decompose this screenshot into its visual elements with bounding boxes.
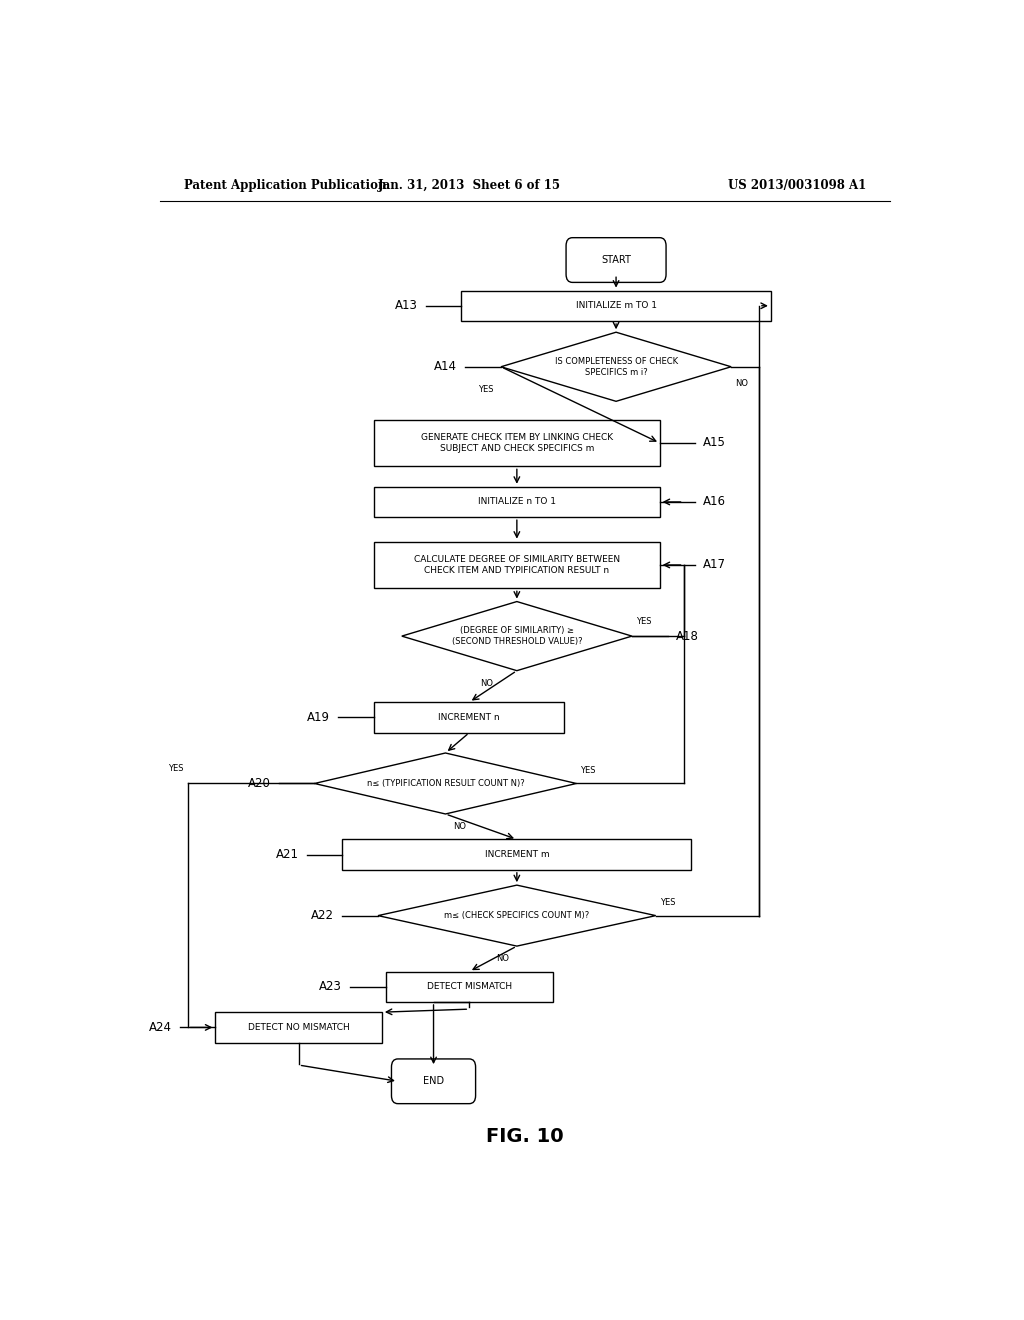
Polygon shape	[314, 752, 577, 814]
FancyBboxPatch shape	[391, 1059, 475, 1104]
Text: CALCULATE DEGREE OF SIMILARITY BETWEEN
CHECK ITEM AND TYPIFICATION RESULT n: CALCULATE DEGREE OF SIMILARITY BETWEEN C…	[414, 554, 620, 576]
Text: START: START	[601, 255, 631, 265]
Text: NO: NO	[480, 678, 494, 688]
Text: A13: A13	[395, 300, 418, 313]
Text: A15: A15	[703, 437, 726, 450]
Text: A20: A20	[248, 777, 270, 789]
Text: A19: A19	[307, 711, 331, 723]
Text: YES: YES	[581, 767, 596, 775]
Bar	[386, 972, 553, 1002]
Polygon shape	[378, 886, 655, 946]
Polygon shape	[501, 333, 731, 401]
Text: Patent Application Publication: Patent Application Publication	[183, 180, 386, 193]
Text: IS COMPLETENESS OF CHECK
SPECIFICS m i?: IS COMPLETENESS OF CHECK SPECIFICS m i?	[555, 356, 678, 376]
Text: DETECT MISMATCH: DETECT MISMATCH	[427, 982, 512, 991]
Text: A23: A23	[319, 981, 342, 993]
Text: NO: NO	[735, 379, 749, 388]
Text: END: END	[423, 1076, 444, 1086]
Bar	[374, 487, 659, 517]
Text: INITIALIZE n TO 1: INITIALIZE n TO 1	[478, 498, 556, 507]
Text: A17: A17	[703, 558, 726, 572]
Text: FIG. 10: FIG. 10	[486, 1127, 563, 1146]
Text: INITIALIZE m TO 1: INITIALIZE m TO 1	[575, 301, 656, 310]
Bar	[374, 420, 659, 466]
Text: YES: YES	[477, 385, 494, 395]
Text: INCREMENT m: INCREMENT m	[484, 850, 549, 859]
Text: YES: YES	[636, 616, 651, 626]
Text: A16: A16	[703, 495, 726, 508]
Text: US 2013/0031098 A1: US 2013/0031098 A1	[728, 180, 866, 193]
Text: n≤ (TYPIFICATION RESULT COUNT N)?: n≤ (TYPIFICATION RESULT COUNT N)?	[367, 779, 524, 788]
Text: INCREMENT n: INCREMENT n	[438, 713, 500, 722]
Text: YES: YES	[168, 764, 183, 774]
Text: A24: A24	[148, 1020, 172, 1034]
Text: Jan. 31, 2013  Sheet 6 of 15: Jan. 31, 2013 Sheet 6 of 15	[378, 180, 561, 193]
Text: YES: YES	[659, 899, 675, 907]
Bar	[374, 702, 564, 733]
Text: NO: NO	[454, 822, 466, 832]
Polygon shape	[401, 602, 632, 671]
Text: m≤ (CHECK SPECIFICS COUNT M)?: m≤ (CHECK SPECIFICS COUNT M)?	[444, 911, 590, 920]
Text: A22: A22	[311, 909, 334, 923]
Bar	[461, 290, 771, 321]
Text: A21: A21	[275, 849, 299, 861]
Text: GENERATE CHECK ITEM BY LINKING CHECK
SUBJECT AND CHECK SPECIFICS m: GENERATE CHECK ITEM BY LINKING CHECK SUB…	[421, 433, 613, 453]
Bar	[215, 1012, 382, 1043]
Bar	[374, 541, 659, 589]
Text: A18: A18	[676, 630, 698, 643]
Text: (DEGREE OF SIMILARITY) ≥
(SECOND THRESHOLD VALUE)?: (DEGREE OF SIMILARITY) ≥ (SECOND THRESHO…	[452, 626, 583, 647]
Bar	[342, 840, 691, 870]
Text: NO: NO	[496, 954, 509, 964]
FancyBboxPatch shape	[566, 238, 666, 282]
Text: DETECT NO MISMATCH: DETECT NO MISMATCH	[248, 1023, 349, 1032]
Text: A14: A14	[434, 360, 458, 374]
